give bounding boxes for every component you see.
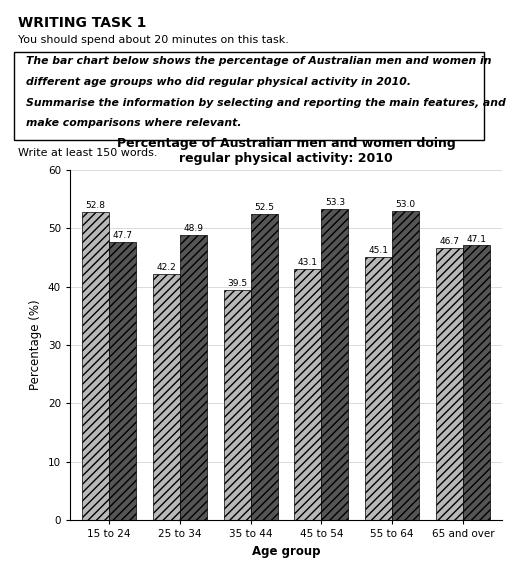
Text: 39.5: 39.5 — [227, 279, 247, 288]
Bar — [109, 242, 136, 520]
Text: make comparisons where relevant.: make comparisons where relevant. — [26, 118, 241, 128]
Bar — [224, 289, 250, 520]
Bar — [294, 269, 322, 520]
Bar — [436, 248, 463, 520]
Bar — [250, 214, 278, 520]
Bar — [82, 212, 109, 520]
Text: You should spend about 20 minutes on this task.: You should spend about 20 minutes on thi… — [18, 35, 289, 45]
Bar — [366, 257, 392, 520]
Text: 47.1: 47.1 — [466, 235, 486, 243]
Text: 46.7: 46.7 — [440, 237, 460, 246]
Text: Summarise the information by selecting and reporting the main features, and: Summarise the information by selecting a… — [26, 98, 505, 108]
Text: The bar chart below shows the percentage of Australian men and women in: The bar chart below shows the percentage… — [26, 56, 491, 66]
Text: 52.8: 52.8 — [86, 201, 105, 211]
Text: 43.1: 43.1 — [298, 258, 318, 267]
Bar — [180, 235, 207, 520]
Text: WRITING TASK 1: WRITING TASK 1 — [18, 16, 146, 30]
Title: Percentage of Australian men and women doing
regular physical activity: 2010: Percentage of Australian men and women d… — [117, 136, 455, 165]
Text: 47.7: 47.7 — [113, 231, 133, 240]
X-axis label: Age group: Age group — [252, 544, 320, 557]
Text: 53.0: 53.0 — [396, 200, 416, 209]
FancyBboxPatch shape — [14, 52, 484, 140]
Text: 53.3: 53.3 — [325, 198, 345, 208]
Bar — [322, 209, 348, 520]
Text: 52.5: 52.5 — [254, 203, 274, 212]
Text: 45.1: 45.1 — [369, 246, 389, 255]
Text: different age groups who did regular physical activity in 2010.: different age groups who did regular phy… — [26, 76, 411, 86]
Bar — [392, 211, 419, 520]
Bar — [463, 245, 490, 520]
Text: 42.2: 42.2 — [157, 263, 176, 272]
Text: 48.9: 48.9 — [183, 224, 203, 233]
Y-axis label: Percentage (%): Percentage (%) — [29, 300, 42, 390]
Text: Write at least 150 words.: Write at least 150 words. — [18, 148, 158, 158]
Bar — [153, 274, 180, 520]
